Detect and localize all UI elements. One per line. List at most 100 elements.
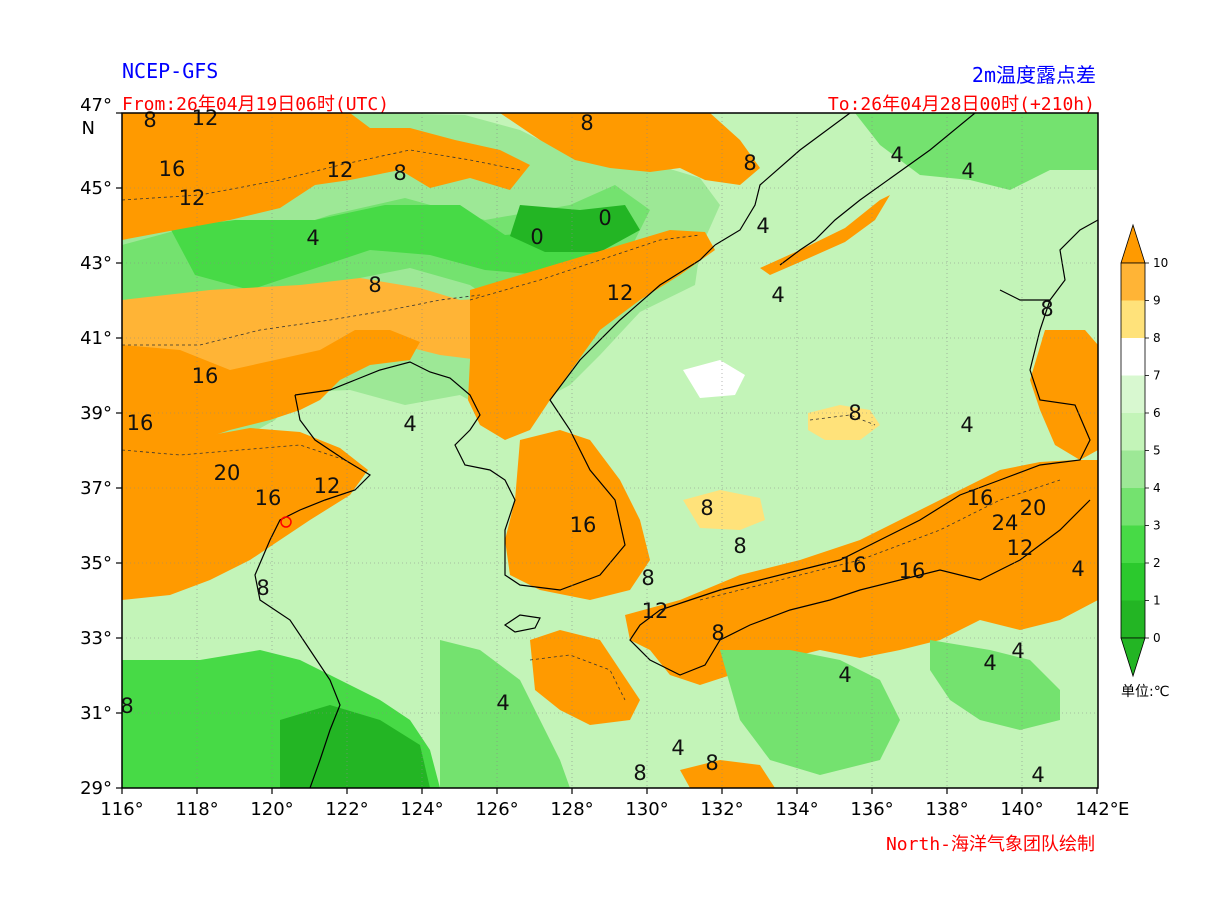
model-title: NCEP-GFS (122, 59, 219, 83)
field-shading (122, 113, 1098, 788)
colorbar-tick-label: 4 (1153, 481, 1161, 495)
colorbar-tick-label: 8 (1153, 331, 1161, 345)
end-time: To:26年04月28日00时(+210h) (827, 94, 1095, 115)
contour-value-label: 8 (705, 751, 718, 775)
contour-value-label: 16 (570, 513, 597, 537)
lon-tick-label: 138° (925, 799, 968, 820)
lon-tick-label: 132° (700, 799, 743, 820)
korea-coastline (294, 244, 716, 591)
contour-line (122, 294, 481, 346)
contour-value-label: 20 (214, 461, 241, 485)
contour-value-label: 8 (120, 694, 133, 718)
colorbar-tick-label: 6 (1153, 406, 1161, 420)
contour-lines (122, 149, 1061, 701)
hokkaido-coastline (999, 219, 1098, 301)
hebei-dry-zone (122, 330, 420, 450)
east-china-sea-dry-cell (530, 630, 640, 725)
lon-tick-label: 124° (400, 799, 443, 820)
east-china-sea-green-zone (440, 640, 570, 788)
contour-value-label: 4 (1031, 763, 1044, 787)
contour-value-label: 8 (143, 108, 156, 132)
latitude-axis: 47° 45° 43° 41° 39° 37° 35° 33° 31° 29° N (80, 95, 122, 799)
north-china-dry-halo (122, 278, 545, 480)
colorbar-swatch (1121, 488, 1145, 526)
tsushima-dry-cell (683, 490, 765, 530)
contour-value-label: 4 (771, 283, 784, 307)
contour-line (122, 444, 346, 461)
pacific-green-zone (720, 650, 900, 775)
contour-value-label: 4 (890, 143, 903, 167)
colorbar-swatch (1121, 375, 1145, 413)
lon-tick-label: 128° (550, 799, 593, 820)
lon-unit-label: E (1118, 799, 1129, 820)
contour-value-label: 12 (179, 186, 206, 210)
inner-green-zone (170, 205, 615, 290)
contour-value-label: 4 (496, 691, 509, 715)
colorbar-tick-label: 10 (1153, 256, 1168, 270)
contour-value-label: 4 (983, 651, 996, 675)
contour-line (122, 149, 521, 201)
longitude-axis: 116° 118° 120° 122° 124° 126° 128° 130° 132° 134°… (100, 788, 1129, 820)
map-frame (121, 112, 1099, 789)
contour-value-label: 8 (743, 151, 756, 175)
lon-tick-label: 140° (1000, 799, 1043, 820)
russia-coastline (714, 113, 851, 246)
far-north-green-zone (855, 113, 1098, 190)
contour-value-label: 16 (255, 486, 282, 510)
contour-value-label: 8 (393, 161, 406, 185)
korea-north-dry-zone (468, 230, 715, 440)
contour-value-label: 16 (840, 553, 867, 577)
contour-value-label: 4 (756, 214, 769, 238)
lon-tick-label: 120° (250, 799, 293, 820)
colorbar-swatch (1121, 563, 1145, 601)
contour-value-label: 20 (1020, 496, 1047, 520)
china-coastline (254, 394, 371, 788)
contour-value-label: 12 (192, 106, 219, 130)
contour-value-label: 8 (848, 401, 861, 425)
sakhalin-coastline (779, 113, 976, 266)
colorbar-swatch (1121, 450, 1145, 488)
contour-value-label: 8 (700, 496, 713, 520)
contour-value-label: 12 (314, 474, 341, 498)
contour-value-label: 4 (671, 736, 684, 760)
contour-value-label: 0 (530, 225, 543, 249)
contour-value-label: 4 (403, 412, 416, 436)
lat-tick-label: 41° (80, 328, 112, 349)
lon-tick-label: 142° (1075, 799, 1118, 820)
lat-tick-label: 37° (80, 478, 112, 499)
colorbar-swatch (1121, 525, 1145, 563)
contour-value-label: 8 (633, 761, 646, 785)
contour-value-label: 8 (733, 534, 746, 558)
lat-tick-label: 47° (80, 95, 112, 116)
lat-tick-label: 35° (80, 553, 112, 574)
contour-value-label: 16 (159, 157, 186, 181)
colorbar-extend-min (1120, 637, 1146, 678)
contour-value-label: 8 (580, 111, 593, 135)
lon-tick-label: 134° (775, 799, 818, 820)
contour-value-label: 0 (598, 206, 611, 230)
contour-value-label: 4 (961, 159, 974, 183)
contour-line (469, 234, 701, 301)
contour-value-label: 16 (127, 411, 154, 435)
deep-green-core (510, 205, 640, 252)
contour-value-label: 24 (992, 511, 1019, 535)
contour-value-label: 8 (711, 621, 724, 645)
lat-tick-label: 33° (80, 628, 112, 649)
coastlines (254, 113, 1098, 788)
colorbar-tick-label: 1 (1153, 594, 1161, 608)
contour-line (699, 479, 1061, 601)
start-time: From:26年04月19日06时(UTC) (122, 94, 390, 115)
contour-value-label: 16 (192, 364, 219, 388)
location-marker (280, 516, 292, 528)
lat-tick-label: 31° (80, 703, 112, 724)
lon-tick-label: 136° (850, 799, 893, 820)
lon-tick-label: 118° (175, 799, 218, 820)
product-title: 2m温度露点差 (971, 63, 1096, 87)
contour-line (809, 414, 876, 426)
inner-mongolia-dry-zone (122, 113, 530, 240)
contour-value-label: 4 (960, 413, 973, 437)
